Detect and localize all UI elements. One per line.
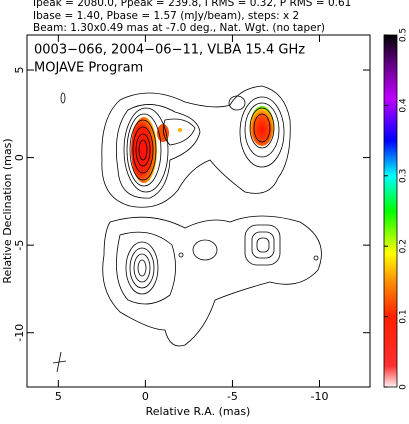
- y-tick-label: -5: [13, 240, 26, 251]
- y-tick-label: -10: [13, 324, 26, 342]
- colorbar-tick-label: 0.4: [399, 98, 409, 113]
- y-tick-label: 0: [13, 154, 26, 161]
- colorbar-tick-label: 0.5: [399, 28, 409, 42]
- x-tick-label: 5: [55, 390, 62, 403]
- contour-image: [52, 85, 322, 373]
- colorbar-tick-label: 0: [399, 384, 409, 390]
- header-line: Beam: 1.30x0.49 mas at -7.0 deg., Nat. W…: [33, 22, 325, 34]
- colorbar-tick-label: 0.3: [399, 169, 409, 183]
- x-tick-label: -10: [311, 390, 329, 403]
- x-tick-label: 0: [142, 390, 149, 403]
- plot-title: 0003−066, 2004−06−11, VLBA 15.4 GHz: [34, 43, 305, 58]
- x-tick-label: -5: [227, 390, 238, 403]
- header-line: Ipeak = 2080.0, Ppeak = 239.8, I RMS = 0…: [33, 0, 351, 9]
- plot-subtitle: MOJAVE Program: [34, 61, 143, 76]
- colorbar-tick-label: 0.1: [399, 309, 409, 323]
- colorbar: [383, 34, 398, 388]
- colorbar-tick-label: 0.2: [399, 239, 409, 253]
- y-tick-label: 5: [13, 67, 26, 74]
- x-axis-label: Relative R.A. (mas): [146, 405, 251, 418]
- y-axis-label: Relative Declination (mas): [1, 138, 14, 283]
- plot-frame: [26, 34, 371, 388]
- header-line: Ibase = 1.40, Pbase = 1.57 (mJy/beam), s…: [33, 10, 299, 22]
